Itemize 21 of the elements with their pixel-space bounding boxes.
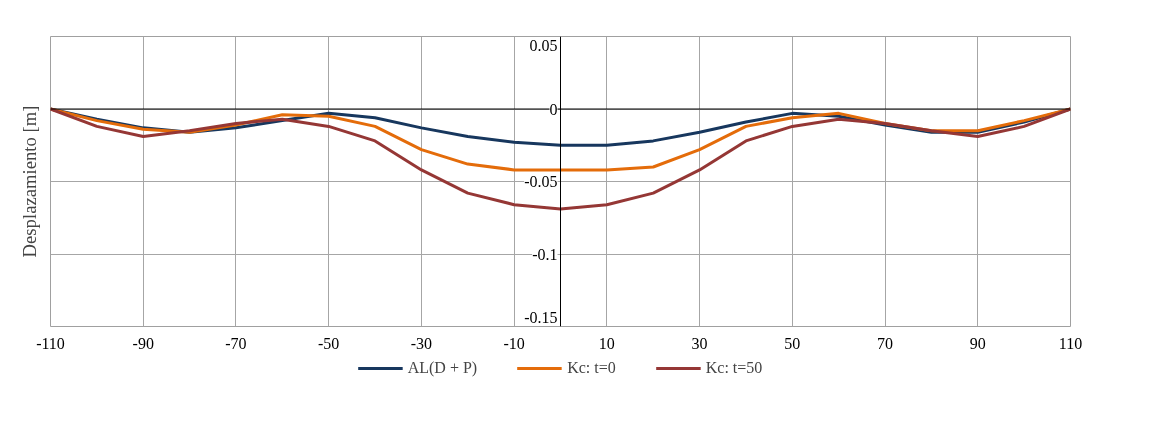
y-tick-label: -0.1 (532, 245, 558, 263)
x-tick-label: 90 (969, 334, 986, 352)
y-tick-label: -0.05 (524, 173, 558, 190)
x-tick-label: 30 (691, 334, 708, 352)
y-axis-title: Desplazamiento [m] (18, 105, 40, 258)
x-tick-label: 110 (1058, 334, 1083, 352)
x-tick-label: -30 (410, 334, 433, 352)
legend-label: Kc: t=0 (567, 359, 616, 377)
x-tick-label: -10 (503, 334, 525, 352)
x-tick-label: -110 (36, 334, 65, 352)
x-tick-label: 50 (784, 334, 801, 352)
y-tick-label: -0.15 (524, 309, 558, 326)
legend-label: AL(D + P) (407, 359, 478, 377)
x-tick-label: -70 (225, 334, 247, 352)
legend-label: Kc: t=50 (705, 359, 763, 377)
x-tick-label: -90 (132, 334, 154, 352)
y-tick-label: 0.05 (529, 37, 558, 54)
x-tick-label: -50 (318, 334, 340, 352)
x-tick-label: 10 (598, 334, 615, 352)
y-tick-label: 0 (549, 100, 558, 118)
x-tick-label: 70 (877, 334, 894, 352)
